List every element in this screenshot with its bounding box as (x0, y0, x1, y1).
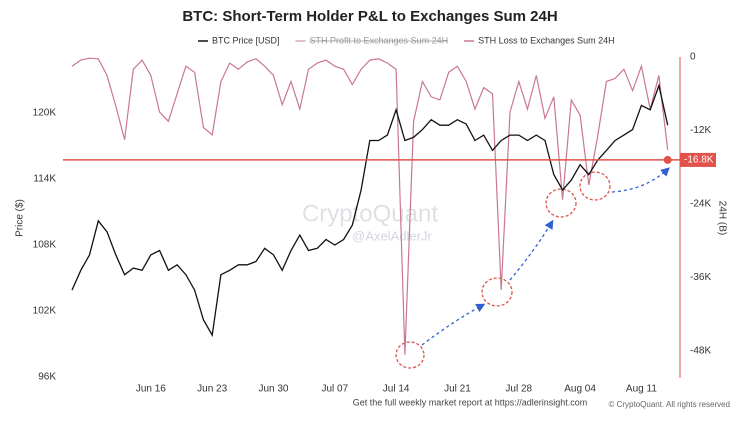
y-tick-label: 96K (38, 372, 56, 383)
highlight-circle (395, 341, 425, 369)
y2-tick-label: -36K (690, 272, 711, 283)
legend-item: STH Profit to Exchanges Sum 24H (295, 35, 449, 45)
x-tick-label: Jul 21 (444, 384, 471, 395)
highlight-circle (481, 277, 513, 307)
x-tick-label: Jul 28 (505, 384, 532, 395)
y2-tick-label: -24K (690, 199, 711, 210)
arrow (509, 219, 554, 281)
arrows (421, 167, 670, 346)
x-tick-label: Jun 23 (197, 384, 227, 395)
x-tick-label: Jun 16 (136, 384, 166, 395)
x-tick-label: Aug 11 (626, 384, 657, 395)
legend-item: BTC Price [USD] (198, 35, 280, 45)
x-tick-label: Aug 04 (564, 384, 596, 395)
chart-title: BTC: Short-Term Holder P&L to Exchanges … (182, 8, 557, 25)
reference-dot (663, 155, 672, 164)
reference-label-bg (680, 152, 716, 167)
x-tick-label: Jul 14 (383, 384, 410, 395)
footer: Get the full weekly market report at htt… (353, 397, 588, 407)
legend-item: STH Loss to Exchanges Sum 24H (464, 35, 615, 45)
y-tick-label: 120K (33, 108, 57, 119)
copyright: © CryptoQuant. All rights reserved (609, 400, 731, 409)
y-tick-label: 102K (33, 306, 57, 317)
legend-label: BTC Price [USD] (212, 35, 280, 45)
y-axis-label: Price ($) (15, 199, 26, 237)
y2-tick-label: -12K (690, 125, 711, 136)
arrow (421, 303, 486, 346)
arrow (611, 167, 670, 193)
legend-label: STH Loss to Exchanges Sum 24H (478, 35, 615, 45)
y2-axis-label: 24H (B) (716, 201, 727, 235)
y2-tick-label: 0 (690, 52, 696, 63)
y2-tick-label: -48K (690, 346, 711, 357)
series-line (71, 57, 669, 355)
y-tick-label: 108K (33, 240, 57, 251)
y-tick-label: 114K (33, 174, 56, 185)
series-line (71, 83, 669, 338)
watermark: CryptoQuant (302, 200, 438, 227)
x-tick-label: Jun 30 (258, 384, 288, 395)
x-tick-label: Jul 07 (321, 384, 348, 395)
legend-label: STH Profit to Exchanges Sum 24H (310, 35, 449, 45)
watermark: @AxelAdlerJr (352, 228, 432, 243)
reference-label: -16.8K (684, 155, 714, 166)
highlight-circle (579, 171, 611, 201)
highlight-circle (545, 188, 577, 218)
highlight-circles (395, 171, 611, 369)
